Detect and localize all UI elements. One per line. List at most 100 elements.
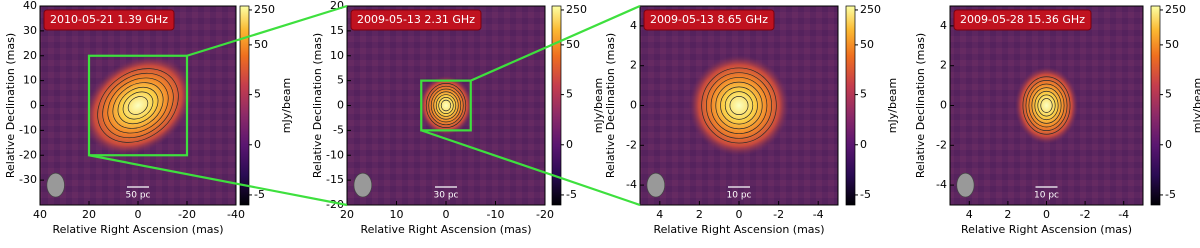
contour: [122, 91, 154, 120]
x-tick-label: 20: [82, 208, 96, 221]
scale-bar-label: 10 pc: [727, 191, 752, 201]
beam: [353, 172, 373, 198]
colorbar-label: mJy/beam: [886, 78, 899, 133]
x-tick-label: 2: [1004, 208, 1011, 221]
y-tick-label: 40: [23, 0, 37, 12]
colorbar-tick-label: 250: [1165, 3, 1186, 16]
x-tick-label: -10: [487, 208, 505, 221]
y-tick-label: 0: [337, 99, 344, 112]
zoom-connector: [470, 4, 641, 82]
x-tick-label: 2: [696, 208, 703, 221]
contour: [435, 94, 457, 117]
y-tick-label: -2: [626, 138, 637, 151]
zoom-connector: [88, 154, 348, 207]
colorbar-tick-label: 250: [254, 3, 275, 16]
y-tick-label: 4: [630, 19, 637, 32]
panel-title: 2009-05-13 8.65 GHz: [650, 13, 768, 26]
contour: [724, 91, 754, 120]
x-axis-label: Relative Right Ascension (mas): [52, 223, 223, 236]
panel-title: 2010-05-21 1.39 GHz: [50, 13, 168, 26]
y-axis-label: Relative Declination (mas): [4, 33, 17, 178]
title-badge: [350, 9, 482, 31]
colorbar-tick-label: 0: [566, 138, 573, 151]
x-tick-label: 20: [340, 208, 354, 221]
scale-bar-label: 10 pc: [1034, 191, 1059, 201]
contour: [1028, 83, 1065, 128]
colorbar-label: mJy/beam: [280, 78, 293, 133]
title-badge: [953, 9, 1092, 31]
contour: [440, 99, 452, 112]
colorbar-tick-label: 5: [860, 88, 867, 101]
title-badge: [643, 9, 775, 31]
y-tick-label: -20: [19, 148, 37, 161]
y-tick-label: 2: [630, 59, 637, 72]
contour: [107, 77, 169, 134]
y-tick-label: 10: [23, 74, 37, 87]
colorbar-tick-label: -5: [254, 188, 265, 201]
y-tick-label: 15: [330, 24, 344, 37]
contour: [729, 96, 749, 115]
x-tick-label: 4: [656, 208, 663, 221]
contour: [710, 77, 768, 134]
y-tick-label: -5: [333, 123, 344, 136]
y-axis-label: Relative Declination (mas): [311, 33, 324, 178]
x-tick-label: -40: [227, 208, 245, 221]
contour: [433, 91, 459, 120]
y-tick-label: -10: [19, 123, 37, 136]
beam: [646, 172, 666, 198]
y-tick-label: -4: [936, 178, 947, 191]
contour: [1022, 76, 1071, 135]
contour: [425, 83, 467, 128]
x-tick-label: -20: [536, 208, 554, 221]
contour: [428, 85, 464, 126]
source-emission: [1014, 66, 1079, 145]
colorbar-tick-label: 5: [566, 88, 573, 101]
colorbar-tick-label: 0: [1165, 138, 1172, 151]
y-tick-label: -2: [936, 138, 947, 151]
contour: [720, 86, 758, 125]
x-tick-label: -4: [813, 208, 824, 221]
contour: [117, 86, 159, 125]
zoom-connector: [186, 4, 348, 57]
colorbar: [1150, 5, 1161, 206]
colorbar: [551, 5, 562, 206]
x-tick-label: 40: [33, 208, 47, 221]
y-tick-label: -15: [326, 173, 344, 186]
zoom-box: [420, 79, 472, 132]
colorbar: [845, 5, 856, 206]
colorbar-tick-label: -5: [1165, 188, 1176, 201]
colorbar-tick-label: -5: [860, 188, 871, 201]
colorbar-label: mJy/beam: [592, 78, 605, 133]
contour: [705, 72, 773, 139]
colorbar-tick-label: 50: [566, 38, 580, 51]
x-tick-label: 10: [390, 208, 404, 221]
y-tick-label: 5: [337, 74, 344, 87]
contour: [1037, 94, 1056, 117]
y-tick-label: 0: [630, 99, 637, 112]
colorbar-tick-label: 50: [1165, 38, 1179, 51]
x-axis-label: Relative Right Ascension (mas): [653, 223, 824, 236]
y-tick-label: 20: [23, 49, 37, 62]
contour: [1034, 90, 1059, 121]
source-emission: [419, 75, 473, 136]
colorbar-tick-label: 0: [254, 138, 261, 151]
x-tick-label: -2: [1080, 208, 1091, 221]
contour: [1031, 87, 1062, 124]
x-tick-label: 0: [736, 208, 743, 221]
colorbar-tick-label: 250: [860, 3, 881, 16]
y-tick-label: 0: [30, 99, 37, 112]
y-tick-label: 4: [940, 19, 947, 32]
y-tick-label: -4: [626, 178, 637, 191]
y-tick-label: -30: [19, 173, 37, 186]
colorbar-tick-label: 5: [254, 88, 261, 101]
colorbar-tick-label: -5: [566, 188, 577, 201]
x-tick-label: -2: [773, 208, 784, 221]
x-axis-label: Relative Right Ascension (mas): [360, 223, 531, 236]
x-tick-label: -4: [1118, 208, 1129, 221]
contour: [1040, 98, 1053, 113]
contour: [438, 96, 454, 115]
colorbar-tick-label: 0: [860, 138, 867, 151]
x-tick-label: -20: [178, 208, 196, 221]
zoom-connector: [420, 129, 641, 207]
